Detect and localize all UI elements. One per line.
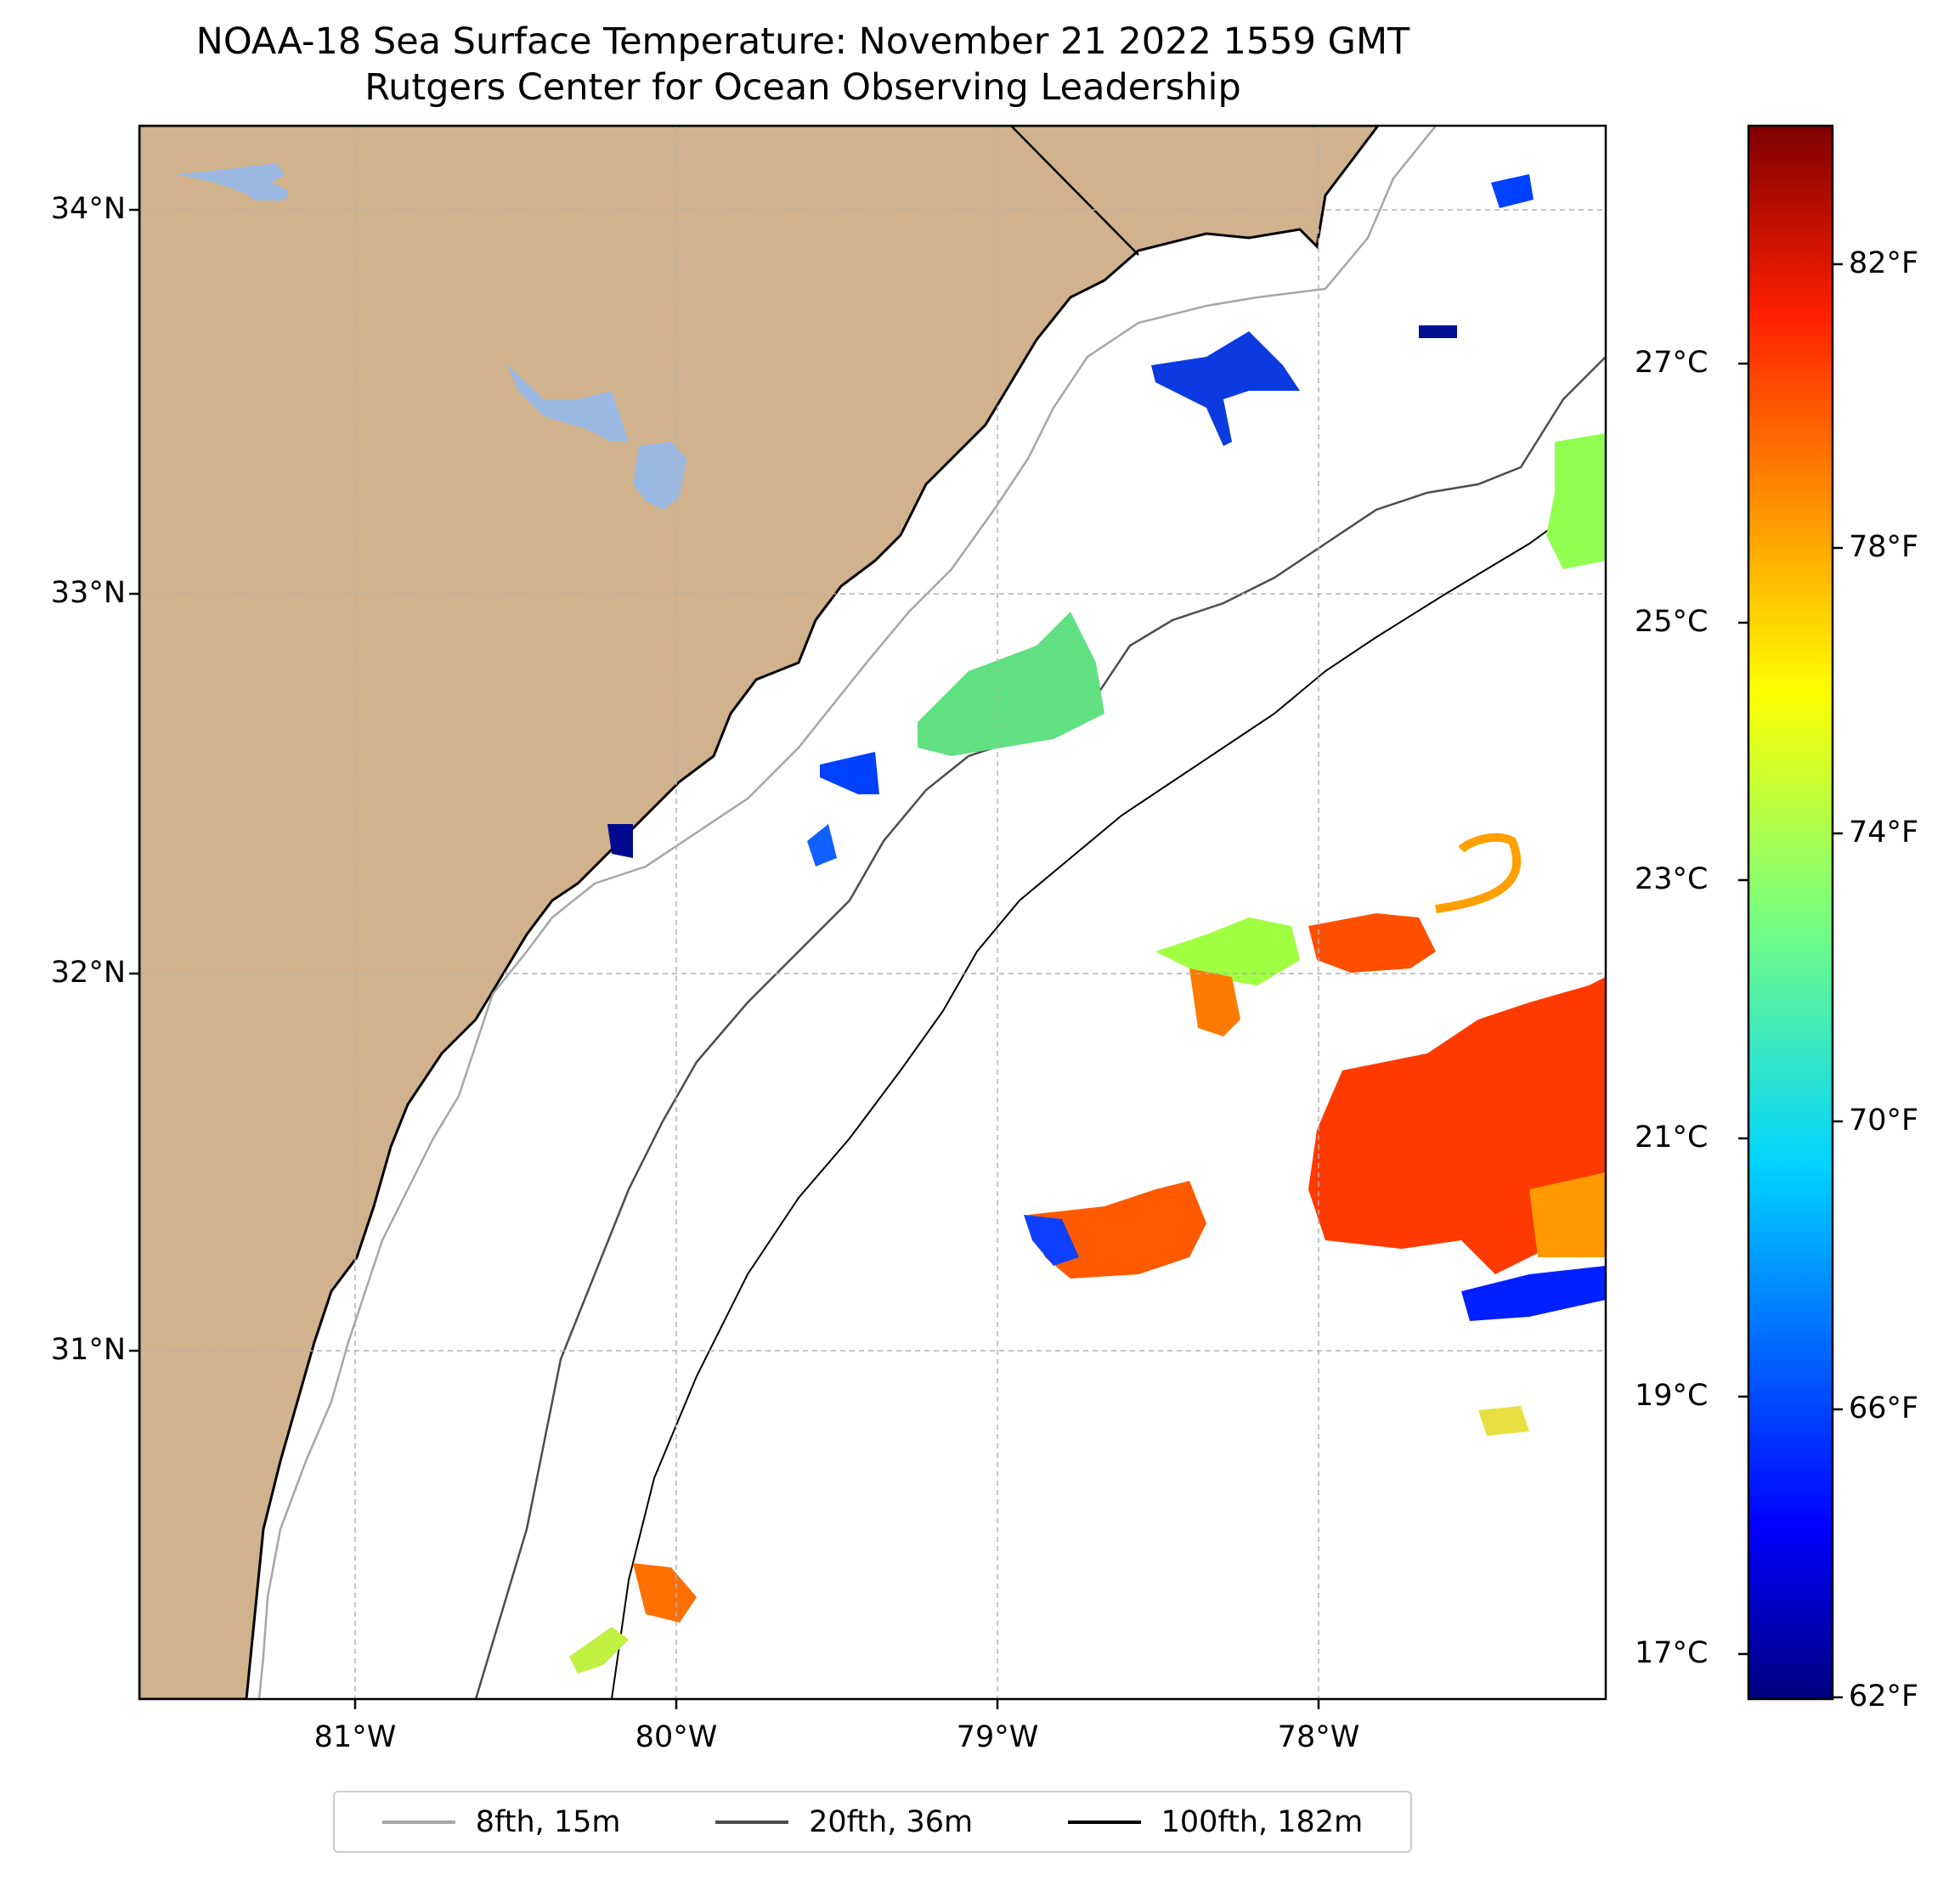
- map-subtitle: Rutgers Center for Ocean Observing Leade…: [364, 66, 1241, 109]
- legend-swatch-20fth: [715, 1820, 789, 1824]
- colorbar-c-23: 23°C: [1635, 862, 1709, 896]
- sst-patch-blue-mid: [1024, 1215, 1079, 1266]
- sst-patch-green-northeast: [1546, 433, 1606, 569]
- sst-patch-darkblue-ne: [1419, 325, 1457, 338]
- colorbar-c-17: 17°C: [1635, 1636, 1709, 1670]
- legend-item-20fth: 20fth, 36m: [715, 1805, 973, 1839]
- land-mass: [139, 126, 1380, 1699]
- sst-patch-green-upper: [1155, 917, 1300, 985]
- lake-moultrie: [633, 442, 686, 510]
- sst-patch-orange-small: [1189, 968, 1240, 1036]
- sst-patch-mixed-north: [918, 612, 1104, 756]
- lat-label-34n: 34°N: [50, 192, 126, 226]
- gridlines: [139, 126, 1606, 1699]
- colorbar-f-62: 62°F: [1849, 1680, 1919, 1713]
- isobath-100fth: [611, 488, 1606, 1699]
- sst-patch-blue-north: [1151, 331, 1300, 446]
- lake-north: [177, 163, 289, 200]
- sst-patch-darkblue-west: [607, 824, 633, 858]
- lat-label-33n: 33°N: [50, 576, 126, 610]
- legend-item-8fth: 8fth, 15m: [381, 1804, 621, 1839]
- legend-label-20fth: 20fth, 36m: [809, 1804, 974, 1839]
- legend-label-100fth: 100fth, 182m: [1161, 1804, 1364, 1839]
- legend-swatch-100fth: [1067, 1820, 1141, 1824]
- map-title: NOAA-18 Sea Surface Temperature: Novembe…: [195, 20, 1410, 63]
- colorbar-c-27: 27°C: [1635, 346, 1709, 380]
- colorbar-c-21: 21°C: [1635, 1121, 1709, 1155]
- state-border: [1010, 126, 1139, 256]
- legend-label-8fth: 8fth, 15m: [475, 1804, 621, 1839]
- sst-patch-yellow-southeast: [1478, 1406, 1529, 1436]
- colorbar-ticks: [1738, 263, 1843, 1699]
- lat-label-31n: 31°N: [50, 1333, 126, 1367]
- lon-label-80w: 80°W: [635, 1720, 718, 1754]
- axis-ticks: [129, 208, 1320, 1709]
- sst-patch-orange-upper: [1308, 913, 1436, 973]
- colorbar-f-70: 70°F: [1849, 1104, 1919, 1138]
- colorbar-f-78: 78°F: [1849, 530, 1919, 564]
- legend: 8fth, 15m 20fth, 36m 100fth, 182m: [333, 1791, 1412, 1853]
- sst-patch-blue-mid-west: [820, 752, 879, 794]
- legend-swatch-8fth: [381, 1820, 455, 1824]
- sst-patch-yellow-south: [569, 1627, 629, 1674]
- sst-patch-orange-east: [1529, 1172, 1606, 1257]
- colorbar-f-82: 82°F: [1849, 246, 1919, 280]
- sst-patch-arc: [1435, 833, 1521, 913]
- isobath-20fth: [474, 356, 1606, 1699]
- sst-patch-blue-southeast: [1461, 1266, 1606, 1321]
- sst-patch-blue-small: [807, 824, 837, 867]
- isobath-8fth: [257, 126, 1437, 1699]
- lon-label-81w: 81°W: [313, 1720, 397, 1754]
- map-area: [139, 126, 1606, 1699]
- colorbar: [1747, 124, 1834, 1701]
- colorbar-f-66: 66°F: [1849, 1392, 1919, 1426]
- colorbar-c-19: 19°C: [1635, 1379, 1709, 1413]
- colorbar-f-74: 74°F: [1849, 816, 1919, 850]
- colorbar-c-25: 25°C: [1635, 605, 1709, 639]
- lat-label-32n: 32°N: [50, 956, 126, 990]
- sst-patch-blue-ne-small: [1491, 174, 1534, 208]
- lake-marion: [506, 364, 629, 442]
- sst-patch-orange-south: [633, 1563, 697, 1623]
- lon-label-78w: 78°W: [1277, 1720, 1360, 1754]
- map-frame: [138, 124, 1607, 1701]
- legend-item-100fth: 100fth, 182m: [1067, 1804, 1364, 1839]
- lon-label-79w: 79°W: [956, 1720, 1039, 1754]
